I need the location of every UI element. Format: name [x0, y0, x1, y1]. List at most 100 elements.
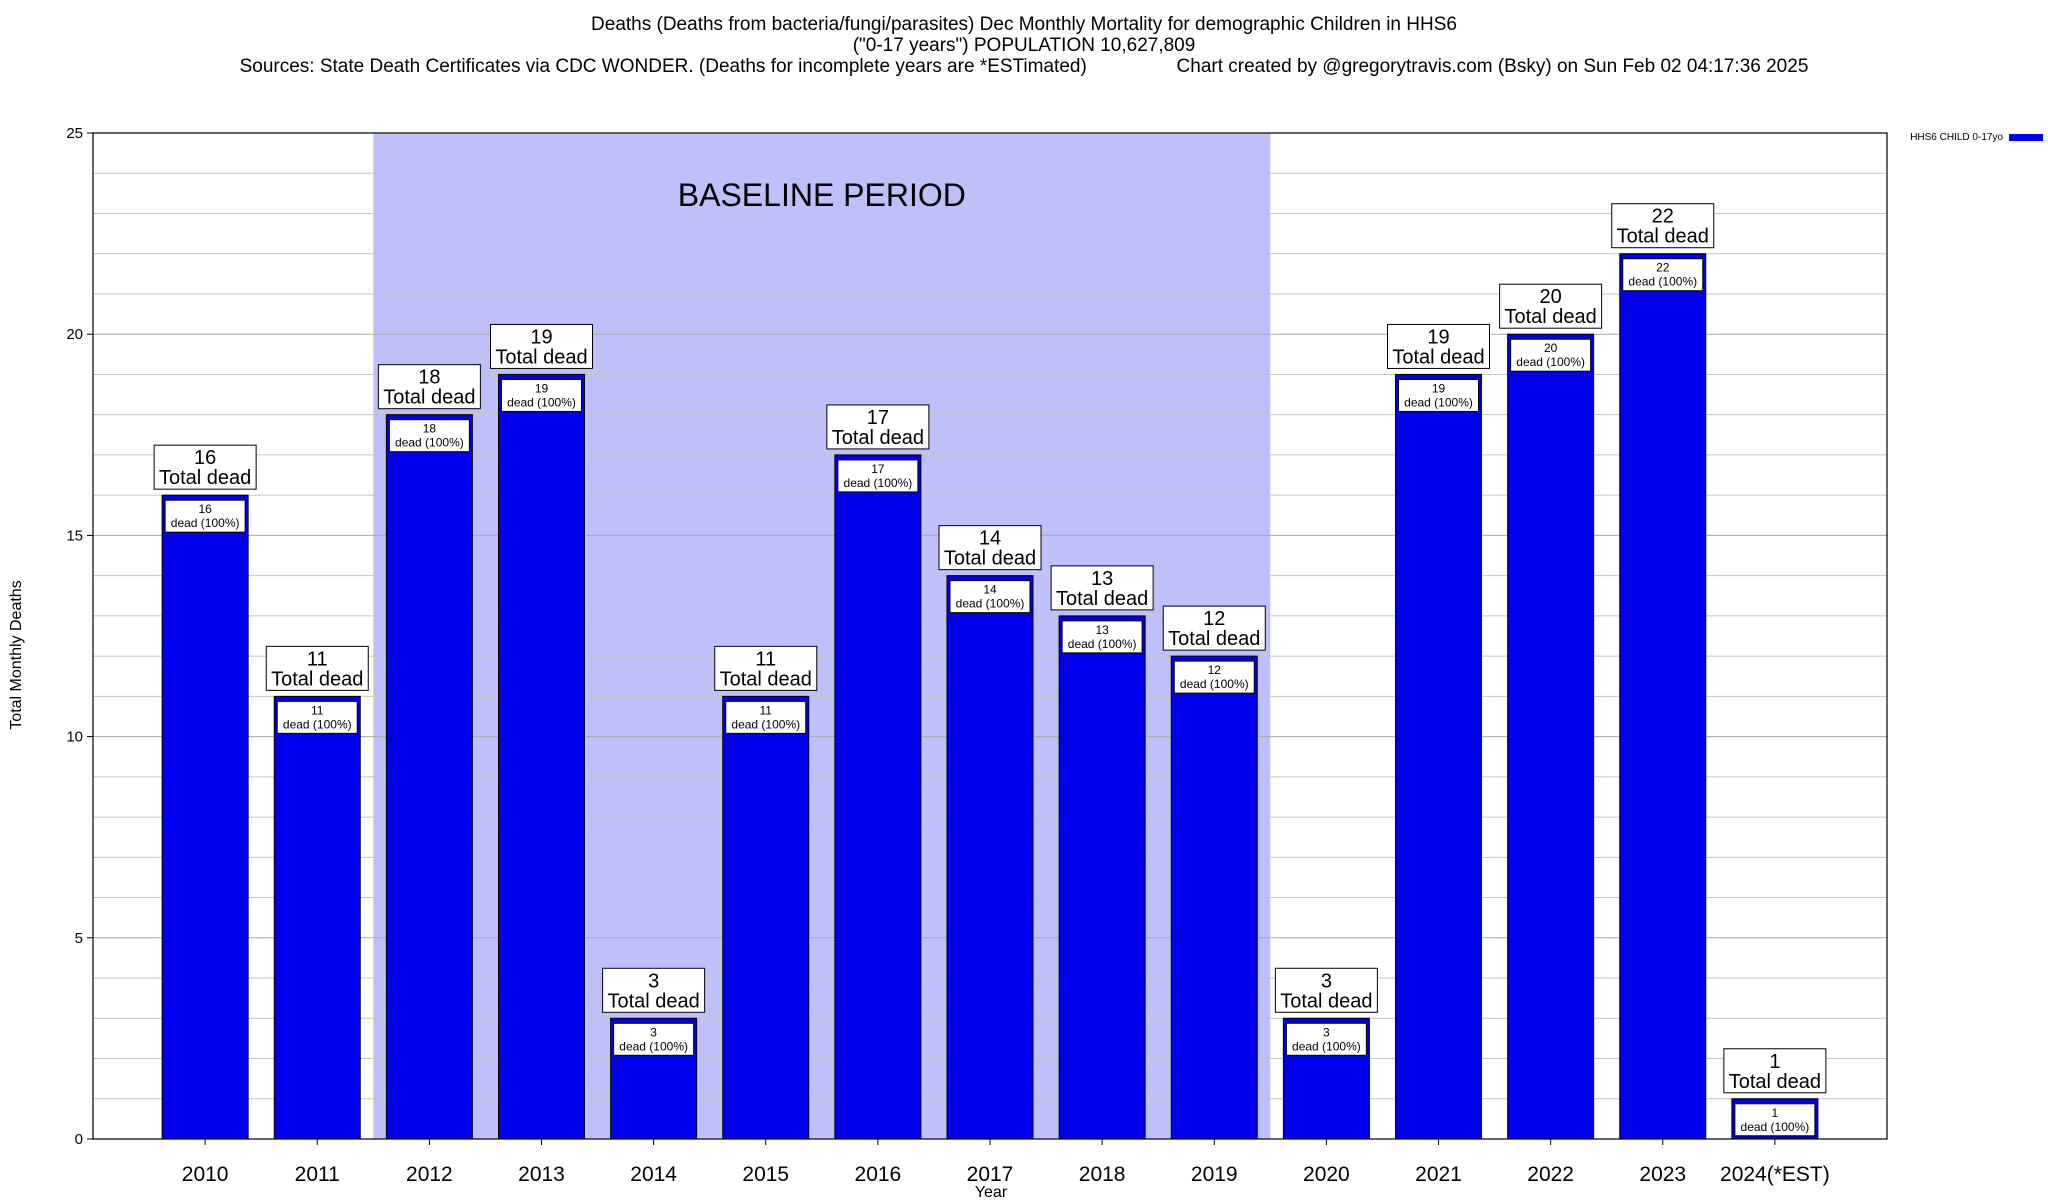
bar-total-label: Total dead — [1504, 306, 1596, 328]
bar-total-label-box — [1499, 283, 1603, 329]
bar-inner-label-box — [949, 580, 1031, 614]
bar-total-value: 1 — [1769, 1051, 1780, 1073]
x-tick-label: 2020 — [1303, 1163, 1350, 1186]
x-tick-label: 2010 — [182, 1163, 229, 1186]
x-tick-label: 2013 — [518, 1163, 565, 1186]
bar — [273, 695, 361, 1140]
bar-total-label-box — [602, 967, 706, 1013]
y-tick-label: 15 — [66, 527, 83, 544]
chart-sources-line: Sources: State Death Certificates via CD… — [0, 56, 2048, 77]
chart-credit: Chart created by @gregorytravis.com (Bsk… — [1176, 56, 1809, 77]
bar-total-value: 18 — [418, 367, 440, 389]
bar-inner-label-box — [501, 378, 582, 412]
bar-total-value: 17 — [867, 407, 889, 429]
x-tick-label: 2019 — [1191, 1163, 1238, 1186]
x-tick-label: 2016 — [855, 1163, 902, 1186]
bar-inner-label-box — [1173, 660, 1255, 694]
bar-total-label-box — [1387, 323, 1490, 369]
bar-total-label-box — [1611, 203, 1715, 249]
x-tick-label: 2017 — [967, 1163, 1014, 1186]
bar — [1507, 333, 1595, 1140]
bar-total-label: Total dead — [1056, 588, 1148, 610]
bar-inner-value: 22 — [1656, 261, 1670, 275]
bar-total-label: Total dead — [944, 548, 1036, 570]
chart-title-line-1: Deaths (Deaths from bacteria/fungi/paras… — [591, 14, 1457, 35]
bar-total-value: 11 — [307, 648, 328, 670]
bar-inner-value: 11 — [760, 703, 773, 717]
bar-inner-value: 1 — [1772, 1106, 1779, 1120]
bar-inner-percent: dead (100%) — [844, 476, 913, 490]
bar-inner-percent: dead (100%) — [1628, 275, 1697, 289]
bar-inner-value: 16 — [198, 502, 212, 516]
bar-inner-value: 14 — [983, 583, 997, 597]
bar-inner-percent: dead (100%) — [1741, 1120, 1810, 1134]
bar-inner-value: 18 — [423, 422, 437, 436]
bar-inner-percent: dead (100%) — [1404, 395, 1473, 409]
bar-inner-label-box — [1622, 258, 1704, 292]
x-tick-label: 2011 — [295, 1163, 340, 1186]
bar — [1395, 373, 1482, 1140]
bar-inner-value: 19 — [535, 381, 549, 395]
x-tick-label: 2018 — [1079, 1163, 1126, 1186]
bar-total-label-box — [1050, 565, 1154, 611]
bar-total-value: 19 — [530, 326, 552, 348]
bar-inner-percent: dead (100%) — [731, 717, 800, 731]
bar-inner-value: 12 — [1208, 663, 1222, 677]
bar-inner-label-box — [388, 419, 470, 453]
bar-total-label: Total dead — [1617, 226, 1709, 248]
x-axis-label: Year — [975, 1184, 1008, 1200]
y-tick-label: 25 — [66, 125, 83, 142]
bar-inner-value: 17 — [871, 462, 885, 476]
bar-inner-label-box — [725, 700, 807, 734]
bar-inner-percent: dead (100%) — [283, 717, 352, 731]
bar — [1058, 615, 1146, 1140]
bar-total-label: Total dead — [1729, 1071, 1821, 1093]
bar-total-label: Total dead — [607, 990, 699, 1012]
bar-total-label-box — [153, 444, 257, 490]
bar-total-value: 20 — [1540, 286, 1562, 308]
bar-total-label-box — [1162, 605, 1266, 651]
x-tick-label: 2022 — [1527, 1163, 1574, 1186]
bar — [722, 695, 810, 1140]
bar-inner-label-box — [276, 700, 358, 734]
bar — [498, 373, 585, 1140]
y-axis-label: Total Monthly Deaths — [8, 580, 25, 729]
bar — [385, 414, 473, 1140]
bar-inner-value: 20 — [1544, 341, 1558, 355]
bar-inner-value: 19 — [1432, 381, 1446, 395]
bar-total-value: 12 — [1203, 608, 1225, 630]
x-tick-label: 2015 — [742, 1163, 789, 1186]
x-tick-label: 2012 — [406, 1163, 453, 1186]
bar-total-value: 13 — [1091, 568, 1113, 590]
legend: HHS6 CHILD 0-17yo — [1910, 132, 2043, 143]
bar-inner-label-box — [837, 459, 919, 493]
bar-total-label: Total dead — [1168, 628, 1260, 650]
legend-swatch — [2009, 134, 2043, 141]
bar-inner-label-box — [1285, 1022, 1367, 1056]
bar-total-value: 19 — [1427, 326, 1449, 348]
bar-total-label: Total dead — [720, 668, 812, 690]
bar-total-label: Total dead — [159, 467, 251, 489]
bar-inner-percent: dead (100%) — [171, 516, 240, 530]
y-tick-label: 5 — [75, 930, 83, 947]
bar-inner-percent: dead (100%) — [956, 597, 1025, 611]
bar-inner-percent: dead (100%) — [395, 436, 464, 450]
bar-inner-label-box — [1061, 620, 1143, 654]
bar-inner-label-box — [164, 499, 246, 533]
bar — [1619, 253, 1707, 1140]
x-tick-label: 2014 — [630, 1163, 677, 1186]
bar-total-label-box — [265, 645, 369, 691]
bar — [946, 575, 1034, 1140]
bar-total-label-box — [490, 323, 593, 369]
bar-total-value: 14 — [979, 528, 1001, 550]
x-tick-label: 2023 — [1639, 1163, 1686, 1186]
bar — [1170, 655, 1258, 1140]
bar-total-label-box — [1274, 967, 1378, 1013]
bar-inner-percent: dead (100%) — [619, 1039, 688, 1053]
bar-total-value: 16 — [194, 447, 216, 469]
bar-inner-percent: dead (100%) — [507, 395, 576, 409]
y-tick-label: 10 — [66, 729, 83, 746]
bar-inner-percent: dead (100%) — [1292, 1039, 1361, 1053]
